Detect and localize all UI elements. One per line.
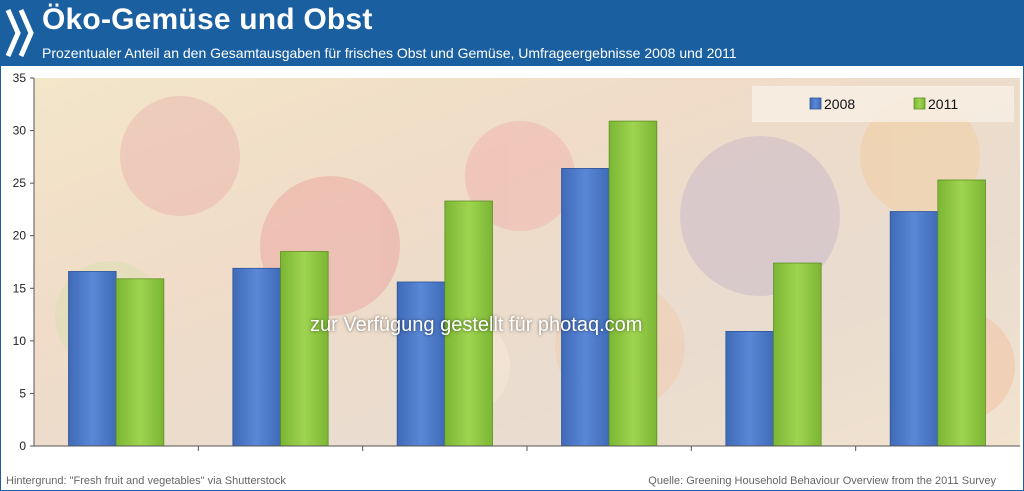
y-tick-label: 0	[19, 439, 26, 453]
bar-chart: 0 5 10 15 20 25 30 35 Australien Kanada Frankreic…	[13, 71, 1020, 457]
page-subtitle: Prozentualer Anteil an den Gesamtausgabe…	[42, 45, 737, 61]
legend-label-2008: 2008	[824, 96, 855, 112]
y-tick-label: 5	[19, 386, 26, 400]
legend-label-2011: 2011	[928, 96, 958, 112]
bar-2011-frankreich	[444, 200, 493, 447]
bar-2008-schweden	[889, 211, 939, 447]
x-tick-label: Niederlande	[736, 455, 812, 457]
bar-2008-niederlande	[725, 330, 774, 447]
x-axis: Australien Kanada Frankreich Korea Niederlan…	[34, 445, 1020, 457]
legend-box	[752, 86, 1014, 122]
bar-2011-korea	[608, 120, 658, 447]
x-tick-label: Korea	[590, 455, 628, 457]
legend: 2008 2011	[752, 86, 1014, 122]
y-tick-label: 20	[13, 229, 27, 243]
background-credit: Hintergrund: "Fresh fruit and vegetables…	[6, 475, 286, 487]
y-tick-label: 30	[13, 124, 27, 138]
x-tick-label: Australien	[85, 455, 147, 457]
bar-2011-kanada	[280, 251, 329, 447]
x-tick-label: Schweden	[905, 455, 970, 457]
legend-swatch-2011	[913, 97, 926, 110]
watermark-text: zur Verfügung gestellt für photaq.com	[310, 314, 643, 336]
page-title: Öko-Gemüse und Obst	[42, 3, 373, 36]
bar-2008-kanada	[232, 267, 281, 447]
bar-2011-australien	[115, 278, 165, 447]
bar-series-group	[68, 120, 986, 447]
y-axis: 0 5 10 15 20 25 30 35	[13, 71, 35, 453]
y-tick-label: 15	[13, 281, 27, 295]
plot-area	[34, 78, 1020, 446]
bar-2008-korea	[561, 168, 610, 447]
bar-2008-frankreich	[396, 281, 446, 447]
bar-2011-niederlande	[773, 262, 822, 447]
bar-2008-australien	[68, 271, 117, 447]
legend-swatch-2008	[809, 97, 822, 110]
y-tick-label: 25	[13, 176, 27, 190]
source-note: Quelle: Greening Household Behaviour Ove…	[648, 475, 996, 487]
x-tick-label: Kanada	[256, 455, 304, 457]
y-tick-label: 10	[13, 334, 27, 348]
x-tick-label: Frankreich	[412, 455, 478, 457]
bar-2011-schweden	[937, 179, 986, 447]
oecd-chevron-icon	[5, 9, 34, 57]
y-tick-label: 35	[13, 71, 27, 85]
header-bar: Öko-Gemüse und Obst Prozentualer Anteil …	[0, 0, 1024, 66]
